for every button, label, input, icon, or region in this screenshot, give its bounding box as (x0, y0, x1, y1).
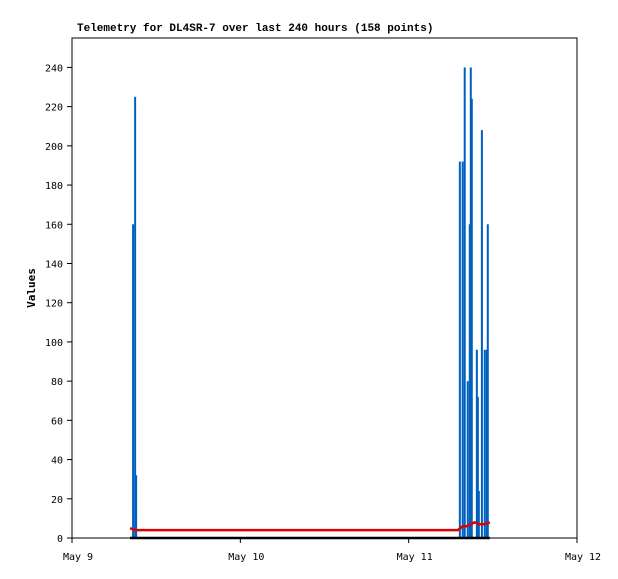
bar (480, 130, 483, 538)
y-tick-label: 220 (45, 103, 63, 114)
bar (463, 67, 466, 538)
y-tick-label: 180 (45, 181, 63, 192)
bar (483, 349, 486, 538)
bar (134, 96, 137, 538)
y-tick-label: 120 (45, 299, 63, 310)
bar (458, 161, 461, 538)
plot-frame (71, 37, 578, 539)
bar (135, 475, 138, 538)
bar (461, 161, 464, 538)
chart-title: Telemetry for DL4SR-7 over last 240 hour… (77, 23, 433, 35)
bar (469, 67, 472, 538)
y-axis-label: Values (25, 268, 38, 308)
bar (132, 224, 135, 538)
x-tick-label: May 11 (397, 552, 433, 563)
bar (477, 490, 480, 538)
y-tick-label: 0 (57, 534, 63, 545)
bar (470, 98, 473, 539)
x-tick-label: May 9 (63, 552, 93, 563)
y-tick-label: 60 (51, 416, 63, 427)
bar (486, 224, 489, 538)
y-tick-label: 80 (51, 377, 63, 388)
line (129, 520, 491, 532)
bar (475, 349, 478, 538)
y-tick-label: 200 (45, 142, 63, 153)
y-tick-label: 240 (45, 63, 63, 74)
bar (468, 224, 471, 538)
bar (476, 396, 479, 538)
y-tick-label: 40 (51, 456, 63, 467)
y-tick-label: 160 (45, 220, 63, 231)
x-tick-label: May 12 (565, 552, 601, 563)
bar (466, 381, 469, 538)
x-tick-label: May 10 (228, 552, 264, 563)
bar (485, 349, 488, 538)
y-tick-label: 100 (45, 338, 63, 349)
y-tick-label: 140 (45, 259, 63, 270)
y-tick-label: 20 (51, 495, 63, 506)
